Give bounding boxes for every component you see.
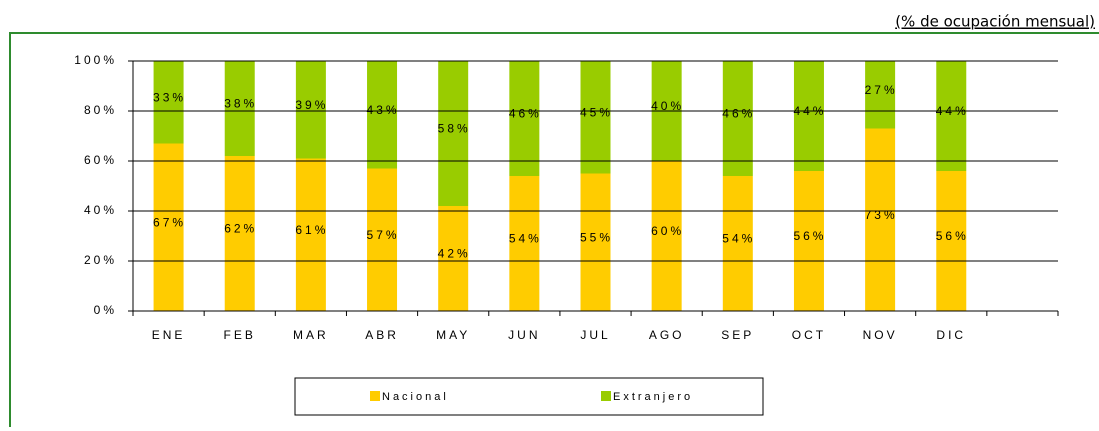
bar-segment <box>153 61 184 144</box>
data-label: 43% <box>367 103 400 117</box>
bar-segment <box>438 206 469 311</box>
data-label: 46% <box>509 107 542 121</box>
bar-segment <box>509 176 540 311</box>
legend-swatch <box>370 391 380 401</box>
bar-segment <box>224 61 255 156</box>
subtitle: (% de ocupación mensual) <box>895 13 1095 31</box>
data-label: 54% <box>509 232 542 246</box>
data-label: 33% <box>153 90 186 104</box>
y-tick-label: 80% <box>84 103 117 117</box>
x-tick-label: OCT <box>792 328 826 342</box>
x-tick-label: JUL <box>580 328 610 342</box>
x-tick-label: SEP <box>721 328 754 342</box>
bar-segment <box>722 176 753 311</box>
legend-label: Nacional <box>382 391 449 403</box>
bar-segment <box>580 173 611 311</box>
bar-segment <box>438 61 469 206</box>
bar-segment <box>651 161 682 311</box>
x-tick-label: DIC <box>936 328 966 342</box>
data-label: 40% <box>651 99 684 113</box>
bar-segment <box>224 156 255 311</box>
data-label: 62% <box>224 222 257 236</box>
y-tick-label: 60% <box>84 153 117 167</box>
x-tick-label: MAR <box>293 328 329 342</box>
bar-segment <box>936 171 967 311</box>
bar-segment <box>295 158 326 311</box>
y-tick-label: 0% <box>94 303 117 317</box>
y-tick-label: 20% <box>84 253 117 267</box>
x-tick-label: MAY <box>436 328 470 342</box>
x-tick-label: ENE <box>152 328 186 342</box>
x-tick-label: FEB <box>224 328 256 342</box>
data-label: 55% <box>580 230 613 244</box>
bar-segment <box>936 61 967 171</box>
bar-segment <box>153 143 184 311</box>
bar-segment <box>793 61 824 171</box>
bar-segment <box>580 61 611 174</box>
data-label: 73% <box>865 208 898 222</box>
y-tick-label: 40% <box>84 203 117 217</box>
data-label: 60% <box>651 224 684 238</box>
data-label: 39% <box>295 98 328 112</box>
data-label: 57% <box>367 228 400 242</box>
data-label: 42% <box>438 247 471 261</box>
legend-swatch <box>601 391 611 401</box>
frame <box>9 32 1099 431</box>
bar-segment <box>793 171 824 311</box>
bar-segment <box>722 61 753 176</box>
data-label: 67% <box>153 215 186 229</box>
data-label: 45% <box>580 105 613 119</box>
data-label: 58% <box>438 122 471 136</box>
bar-segment <box>295 61 326 159</box>
data-label: 56% <box>936 229 969 243</box>
bar-segment <box>367 168 398 311</box>
bar-segment <box>865 128 896 311</box>
bar-segment <box>367 61 398 169</box>
x-tick-label: AGO <box>649 328 685 342</box>
data-label: 46% <box>722 107 755 121</box>
bar-segment <box>509 61 540 176</box>
data-label: 27% <box>865 83 898 97</box>
x-tick-label: JUN <box>508 328 540 342</box>
bar-segment <box>865 61 896 129</box>
data-label: 61% <box>295 223 328 237</box>
legend-label: Extranjero <box>613 391 693 403</box>
data-label: 56% <box>793 229 826 243</box>
x-tick-label: ABR <box>365 328 399 342</box>
data-label: 54% <box>722 232 755 246</box>
x-tick-label: NOV <box>863 328 898 342</box>
data-label: 38% <box>224 97 257 111</box>
y-tick-label: 100% <box>74 53 117 67</box>
